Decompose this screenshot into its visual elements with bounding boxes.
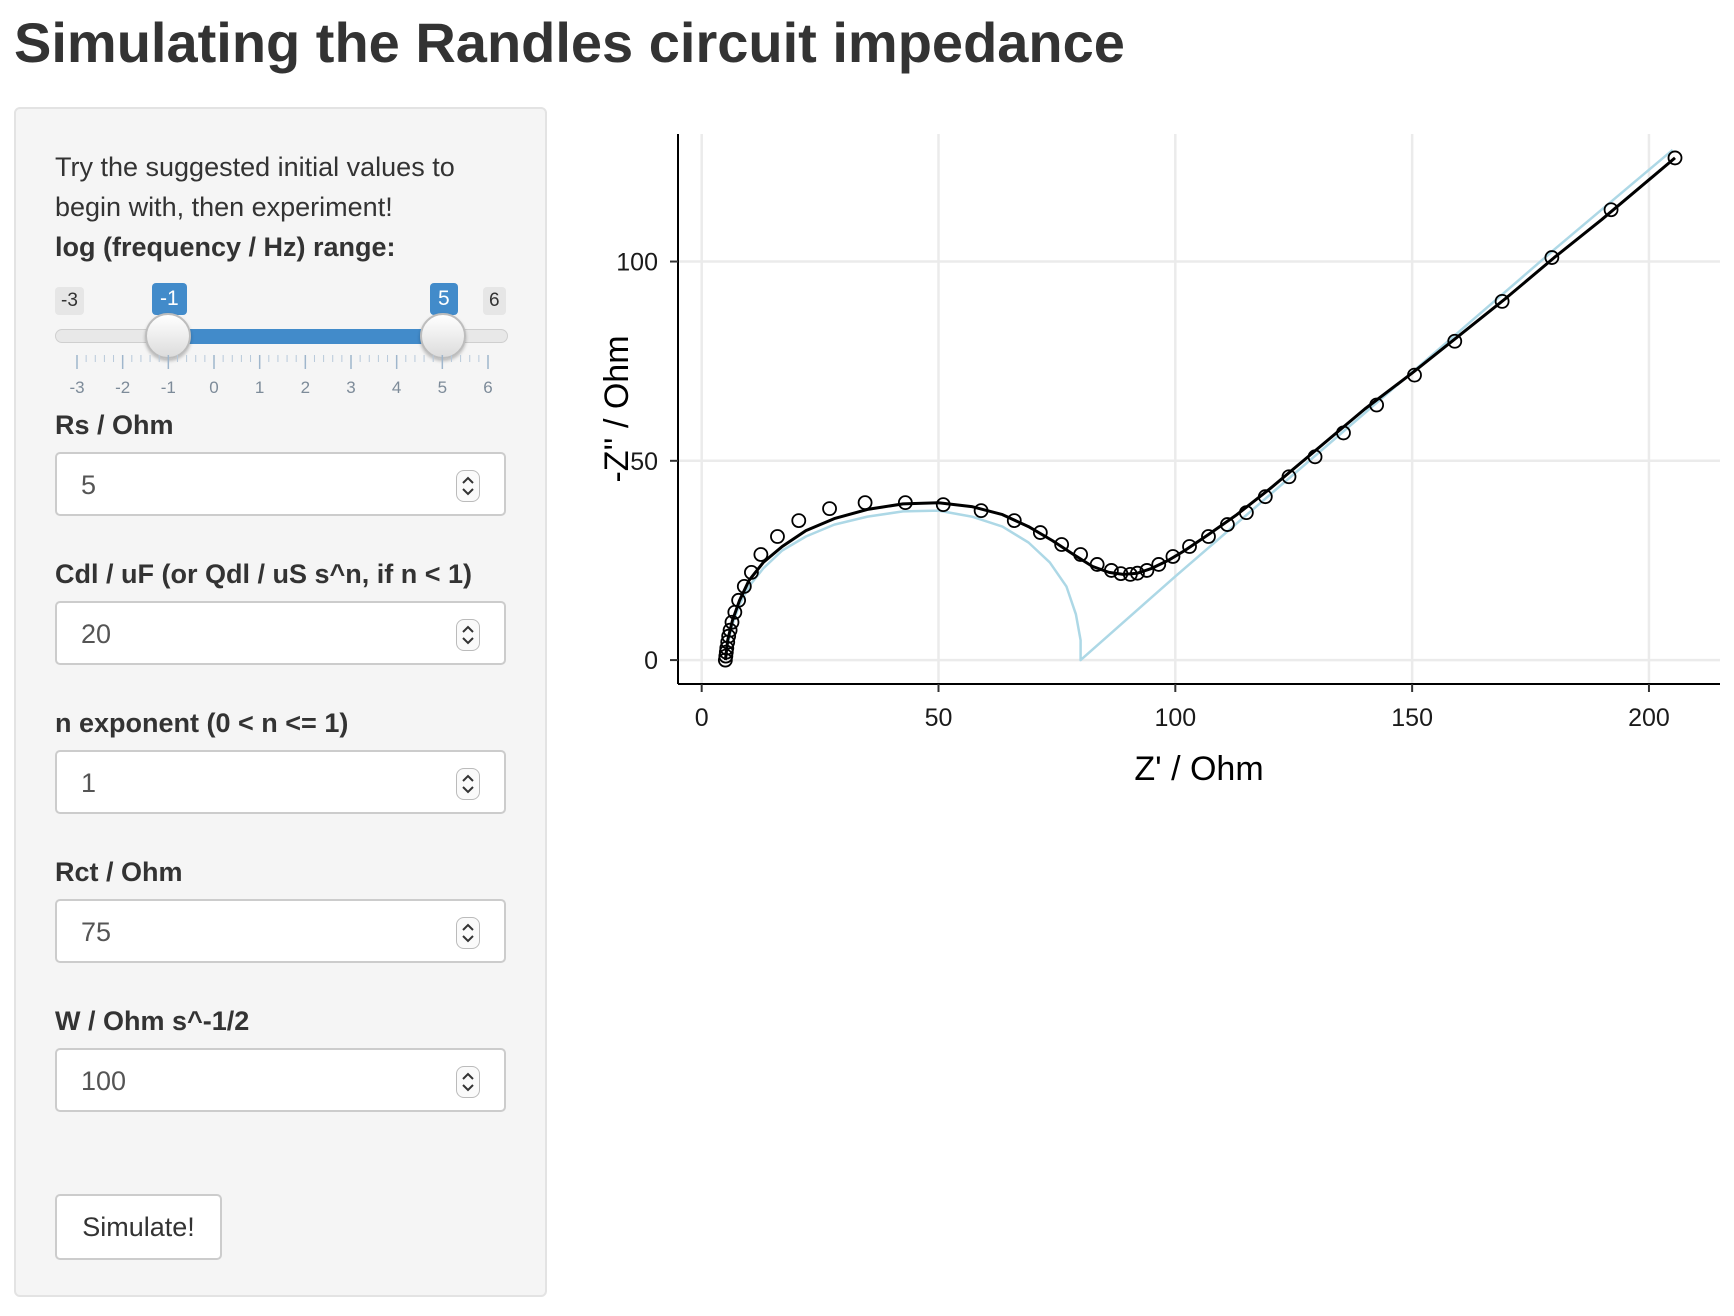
data-point (1122, 566, 1138, 582)
n-exponent-label: n exponent (0 < n <= 1) (55, 708, 349, 738)
data-point (1667, 150, 1683, 166)
warburg-spinner-icon[interactable] (456, 1066, 480, 1098)
frequency-range-slider[interactable]: -3 6 -1 5 -3 -2 -1 0 1 2 3 4 5 6 (55, 283, 510, 439)
sidebar-panel: Try the suggested initial values to begi… (14, 107, 547, 1297)
slider-from-label: -1 (152, 283, 187, 315)
slider-max-label: 6 (483, 287, 506, 315)
slider-grid: -3 -2 -1 0 1 2 3 4 5 6 (69, 355, 493, 397)
data-point (1494, 293, 1510, 309)
data-point (1544, 250, 1560, 265)
data-point (1447, 333, 1463, 349)
warburg-value: 100 (81, 1066, 127, 1096)
data-point (724, 614, 740, 630)
rs-spinner-icon[interactable] (456, 470, 480, 502)
data-point (1006, 513, 1022, 528)
x-tick-label: 100 (1154, 704, 1196, 732)
page-title: Simulating the Randles circuit impedance (14, 11, 1125, 74)
cdl-input[interactable]: 20 (55, 601, 506, 665)
data-point (1257, 489, 1273, 505)
y-axis-title: -Z'' / Ohm (600, 335, 636, 482)
cdl-spinner-icon[interactable] (456, 619, 480, 651)
slider-min-label: -3 (55, 287, 84, 315)
data-point (1336, 425, 1351, 441)
data-point (1220, 517, 1235, 532)
warburg-label: W / Ohm s^-1/2 (55, 1006, 250, 1036)
data-point (721, 628, 737, 644)
data-point (1182, 539, 1197, 554)
slider-tick-label: -1 (161, 378, 176, 397)
slider-tick-label: 3 (346, 378, 355, 397)
data-point (770, 529, 785, 544)
slider-tick-label: 1 (255, 378, 264, 397)
data-point (753, 547, 769, 562)
rct-spinner-icon[interactable] (456, 917, 480, 949)
data-point (731, 592, 747, 608)
rct-value: 75 (81, 917, 112, 947)
fit-line (723, 156, 1676, 661)
slider-tick-label: 4 (392, 378, 401, 397)
n-exponent-spinner-icon[interactable] (456, 768, 480, 800)
n-exponent-input[interactable]: 1 (55, 750, 506, 814)
x-tick-label: 50 (925, 704, 953, 732)
data-point (744, 565, 759, 580)
intro-text: Try the suggested initial values to begi… (55, 152, 455, 222)
ideal-line (724, 148, 1674, 662)
frequency-range-label: log (frequency / Hz) range: (55, 232, 396, 262)
data-point (1089, 557, 1105, 572)
slider-selected-range (167, 329, 441, 344)
slider-tick-label: 0 (209, 378, 218, 397)
data-point (935, 497, 951, 513)
data-point (1032, 525, 1048, 540)
n-exponent-value: 1 (81, 768, 97, 798)
data-point (1073, 547, 1088, 562)
data-point (973, 503, 989, 519)
rs-label: Rs / Ohm (55, 410, 174, 440)
slider-to-label: 5 (430, 283, 458, 315)
slider-tick-label: -2 (115, 378, 130, 397)
data-point (1130, 565, 1145, 581)
rs-input[interactable]: 5 (55, 452, 506, 516)
slider-tick-label: -3 (69, 378, 84, 397)
y-tick-label: 0 (644, 647, 658, 675)
x-tick-label: 200 (1628, 704, 1670, 732)
data-point (1201, 529, 1216, 544)
slider-to-handle[interactable] (420, 313, 466, 359)
data-point (1238, 505, 1254, 521)
data-point (1151, 557, 1167, 572)
y-tick-label: 100 (616, 249, 658, 277)
data-point (1603, 202, 1619, 218)
cdl-label: Cdl / uF (or Qdl / uS s^n, if n < 1) (55, 559, 473, 589)
data-point (822, 501, 837, 517)
x-tick-label: 150 (1391, 704, 1433, 732)
warburg-input[interactable]: 100 (55, 1048, 506, 1112)
data-point (1103, 563, 1119, 578)
slider-tick-label: 5 (438, 378, 447, 397)
data-point (857, 495, 873, 511)
rct-label: Rct / Ohm (55, 857, 183, 887)
data-point (791, 513, 807, 528)
data-point (736, 578, 752, 594)
cdl-value: 20 (81, 619, 112, 649)
simulate-button[interactable]: Simulate! (55, 1194, 222, 1260)
data-point (1407, 367, 1422, 383)
slider-tick-label: 2 (301, 378, 310, 397)
data-point (897, 495, 913, 511)
nyquist-chart: 0 50 100 150 200 0 50 100 Z' / Ohm -Z'' / Ohm (600, 134, 1720, 788)
data-point (722, 622, 738, 638)
slider-tick-label: 6 (483, 378, 492, 397)
data-point (1113, 566, 1129, 582)
x-tick-label: 0 (695, 704, 709, 732)
data-point (1054, 537, 1070, 552)
data-point (1165, 549, 1181, 564)
data-point (1281, 469, 1297, 485)
rs-value: 5 (81, 470, 97, 500)
data-point (1307, 449, 1323, 465)
data-point (1139, 563, 1155, 578)
x-axis-title: Z' / Ohm (1134, 750, 1263, 788)
y-tick-label: 50 (630, 448, 658, 476)
rct-input[interactable]: 75 (55, 899, 506, 963)
data-point (1369, 397, 1385, 413)
